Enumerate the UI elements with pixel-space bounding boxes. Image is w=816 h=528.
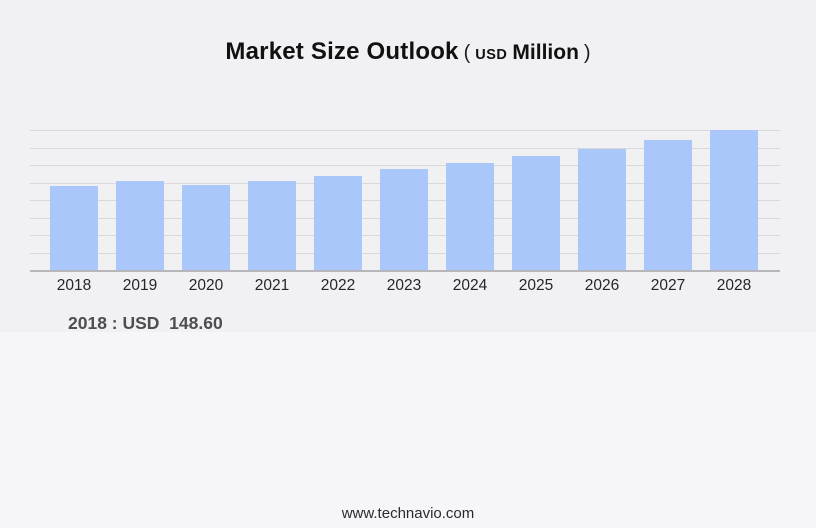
bar-2020 [182,185,230,270]
stats-panel: 6.38% 2024 Year-over-Year ACCELERATING G… [0,332,816,528]
bar-2024 [446,162,494,270]
bar-2022 [314,175,362,270]
website-url: www.technavio.com [341,505,475,522]
bar-2021 [248,180,296,270]
bar-2026 [578,148,626,270]
title-text: Market Size Outlook [225,38,459,65]
x-tick-label-2020: 2020 [188,277,224,294]
x-tick-label-2022: 2022 [320,277,356,294]
x-tick-label-2019: 2019 [122,277,158,294]
bar-2027 [644,139,692,270]
gridline [30,147,780,149]
x-tick-label-2021: 2021 [254,277,290,294]
x-tick-label-2025: 2025 [518,277,554,294]
page-title: Market Size Outlook ( USD Million ) [0,38,816,66]
base-year-value: 2018 : USD 148.60 [68,313,223,333]
gridline [30,165,780,166]
title-currency: USD [475,47,508,63]
bar-2023 [380,169,428,270]
x-tick-label-2018: 2018 [56,277,92,294]
bar-2018 [50,185,98,270]
gridline [30,130,780,131]
bar-chart: 2018 2019 2020 2021 2022 2023 2024 2025 2026 2027… [30,130,780,294]
title-unit: Million [512,41,579,64]
x-tick-label-2027: 2027 [650,277,686,294]
title-paren-close: ) [583,42,591,64]
bar-2028 [710,130,758,270]
x-axis-line [30,270,780,272]
bar-2025 [512,155,560,270]
x-tick-label-2024: 2024 [452,277,488,294]
x-tick-label-2028: 2028 [716,277,752,294]
bar-2019 [116,181,164,270]
x-tick-label-2026: 2026 [584,277,620,294]
title-paren-open: ( [463,42,471,64]
x-tick-label-2023: 2023 [386,277,422,294]
